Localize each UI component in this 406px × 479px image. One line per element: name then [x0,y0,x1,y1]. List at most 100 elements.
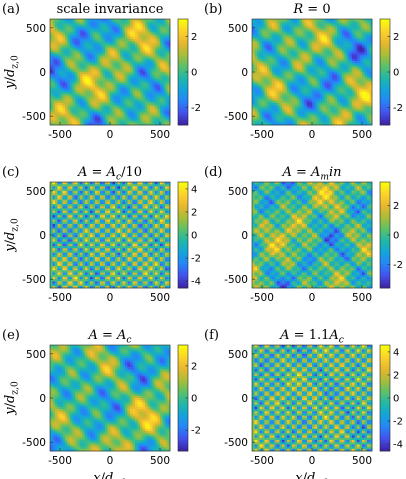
heatmap-cell [319,72,323,75]
heatmap-cell [140,116,143,119]
heatmap-cell [294,36,298,40]
heatmap-cell [127,118,131,121]
heatmap-cell [80,27,83,31]
heatmap-cell [55,47,58,51]
heatmap-cell [277,32,280,35]
heatmap-cell [82,69,86,73]
heatmap-cell [152,54,156,57]
heatmap-cell [152,105,156,108]
heatmap-cell [60,184,63,187]
heatmap-cell [147,109,151,113]
heatmap-cell [57,259,61,262]
heatmap-cell [259,96,263,99]
heatmap-cell [145,91,148,95]
heatmap-cell [120,83,123,86]
heatmap-cell [87,65,91,68]
heatmap-cell [67,96,71,99]
heatmap-cell [294,72,298,75]
heatmap-cell [107,49,111,53]
heatmap-cell [132,74,136,77]
heatmap-cell [150,19,153,22]
heatmap-cell [152,19,156,22]
heatmap-cell [95,45,98,49]
heatmap-cell [322,30,325,33]
heatmap-cell [297,45,300,49]
heatmap-cell [309,41,313,44]
heatmap-cell [160,19,163,22]
heatmap-cell [272,67,275,71]
heatmap-cell [115,80,118,84]
heatmap-cell [322,96,325,99]
heatmap-cell [324,87,328,91]
colorbar-segment [380,61,390,65]
heatmap-cell [272,74,275,77]
heatmap-cell [137,102,141,106]
heatmap-cell [105,96,108,99]
heatmap-cell [142,91,146,95]
heatmap-cell [165,38,168,42]
heatmap-cell [359,67,363,71]
heatmap-cell [327,80,330,84]
heatmap-cell [352,85,355,88]
heatmap-cell [254,113,258,117]
heatmap-cell [364,56,368,60]
heatmap-cell [57,248,61,251]
heatmap-cell [359,116,363,119]
heatmap-cell [252,47,255,51]
heatmap-cell [80,98,83,102]
heatmap-cell [289,118,293,121]
heatmap-cell [354,74,358,77]
heatmap-cell [362,102,365,106]
heatmap-cell [272,52,275,55]
heatmap-cell [100,72,103,75]
heatmap-cell [259,34,263,38]
heatmap-cell [362,41,365,44]
heatmap-cell [132,98,136,102]
heatmap-cell [297,27,300,31]
heatmap-cell [57,105,61,108]
heatmap-cell [254,80,258,84]
heatmap-cell [254,27,258,31]
heatmap-cell [52,83,56,86]
heatmap-cell [304,122,308,126]
heatmap-cell [264,94,268,97]
heatmap-cell [262,118,265,121]
heatmap-cell [57,43,61,46]
heatmap-cell [354,107,358,110]
heatmap-cell [354,41,358,44]
heatmap-cell [62,116,66,119]
heatmap-cell [87,21,91,24]
heatmap-cell [324,105,328,108]
heatmap-cell [257,30,260,33]
heatmap-cell [57,254,61,258]
heatmap-cell [57,265,61,269]
heatmap-cell [309,107,313,110]
heatmap-cell [302,30,305,33]
heatmap-cell [319,74,323,77]
heatmap-cell [100,30,103,33]
heatmap-cell [150,98,153,102]
heatmap-cell [142,118,146,121]
heatmap-cell [80,109,83,113]
heatmap-cell [67,113,71,117]
heatmap-cell [147,49,151,53]
heatmap-cell [97,74,101,77]
heatmap-cell [165,113,168,117]
heatmap-cell [332,49,335,53]
heatmap-cell [62,34,66,38]
heatmap-cell [122,111,126,115]
heatmap-cell [110,30,113,33]
heatmap-cell [279,58,283,62]
heatmap-cell [299,118,303,121]
heatmap-cell [277,25,280,29]
colorbar-segment [380,79,390,83]
heatmap-cell [334,45,338,49]
heatmap-cell [62,52,66,55]
heatmap-cell [65,76,68,79]
heatmap-cell [354,23,358,26]
heatmap-cell [155,32,158,35]
heatmap-cell [297,34,300,38]
heatmap-cell [362,38,365,42]
heatmap-cell [145,38,148,42]
heatmap-cell [359,63,363,66]
